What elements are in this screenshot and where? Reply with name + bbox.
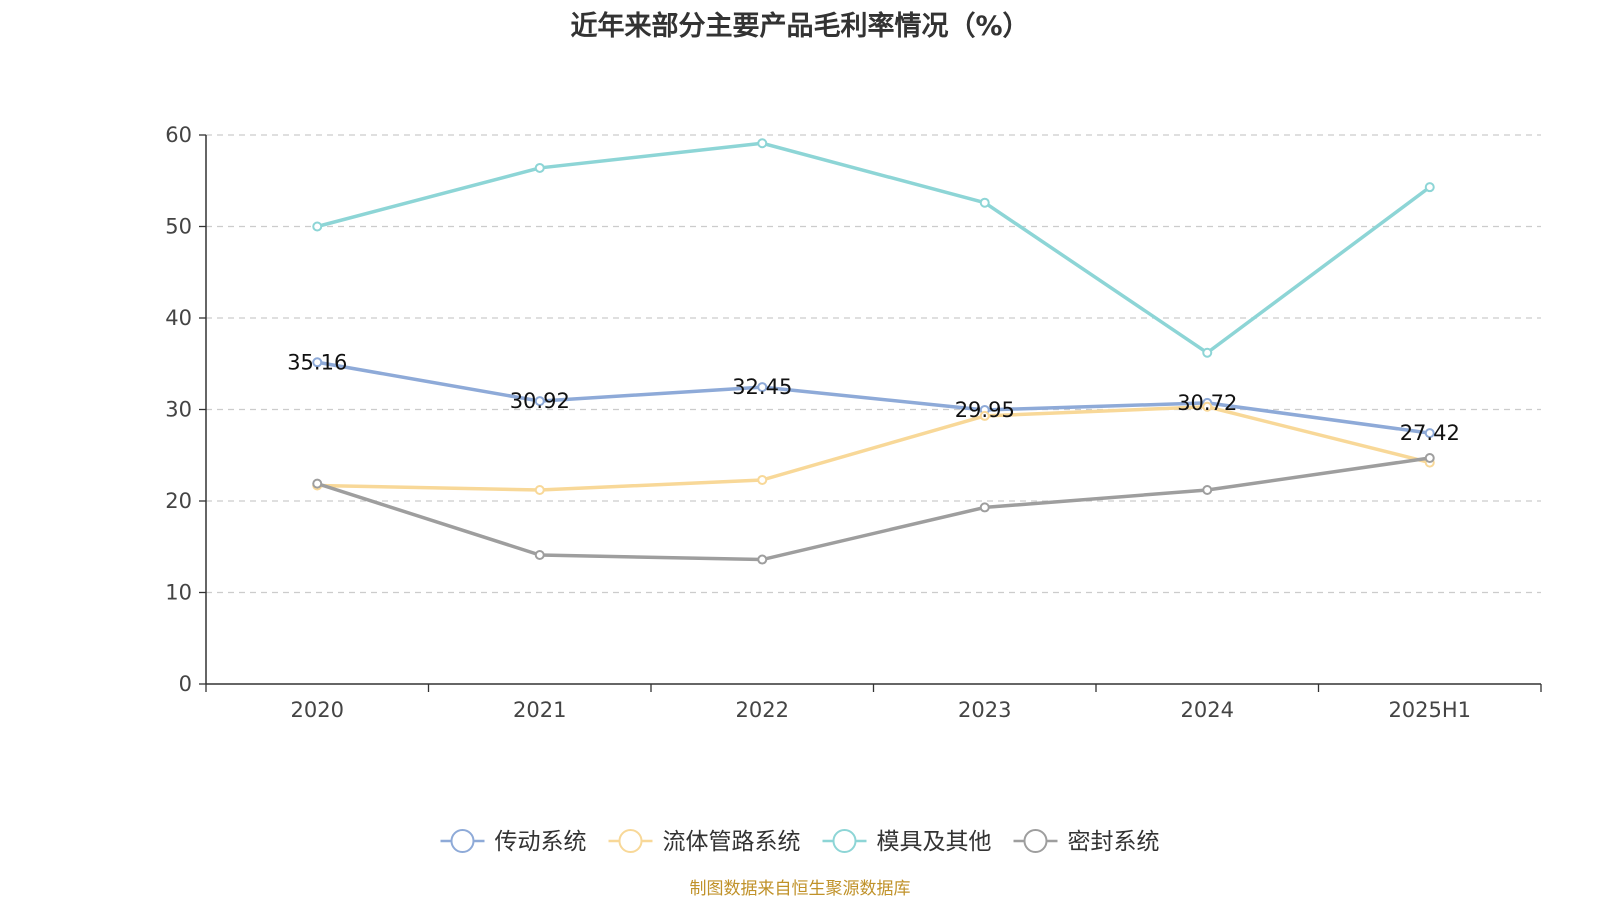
series-line-4 — [316, 456, 1430, 562]
data-point — [312, 478, 323, 489]
data-point — [757, 554, 768, 565]
data-point — [757, 474, 768, 485]
series-line-2 — [317, 405, 1431, 492]
data-label: 27.42 — [1400, 421, 1460, 445]
series-line-3 — [316, 141, 1431, 355]
data-label: 29.95 — [955, 398, 1015, 422]
y-tick-label: 30 — [165, 398, 192, 422]
y-tick-label: 0 — [179, 672, 192, 696]
legend-marker-icon[interactable] — [450, 829, 475, 853]
data-point — [534, 549, 545, 560]
x-tick-label: 2023 — [958, 698, 1011, 722]
legend-label[interactable]: 流体管路系统 — [663, 829, 801, 855]
y-tick-label: 20 — [165, 489, 192, 513]
data-point — [979, 410, 990, 421]
x-tick-label: 2025H1 — [1388, 698, 1471, 722]
chart-title: 近年来部分主要产品毛利率情况（%） — [570, 11, 1030, 42]
data-point — [1424, 428, 1435, 439]
source-note: 制图数据来自恒生聚源数据库 — [689, 879, 911, 899]
data-label: 30.92 — [510, 389, 570, 413]
data-point — [1202, 401, 1213, 412]
y-tick-label: 10 — [165, 581, 192, 605]
data-point — [1202, 485, 1213, 496]
data-point — [979, 197, 990, 208]
data-point — [312, 357, 323, 368]
legend-label[interactable]: 密封系统 — [1068, 829, 1160, 855]
data-point — [1202, 347, 1213, 358]
data-label: 35.16 — [287, 350, 347, 374]
legend-marker-icon[interactable] — [832, 829, 857, 853]
data-point — [534, 162, 545, 173]
x-tick-label: 2022 — [736, 698, 789, 722]
y-tick-label: 50 — [165, 215, 192, 239]
data-point — [534, 485, 545, 496]
data-point — [1424, 452, 1435, 463]
data-label: 30.72 — [1177, 391, 1237, 415]
x-tick-label: 2020 — [291, 698, 344, 722]
x-tick-label: 2024 — [1181, 698, 1234, 722]
legend-marker-icon[interactable] — [618, 829, 643, 853]
x-tick-label: 2021 — [513, 698, 566, 722]
data-point — [757, 382, 768, 393]
y-tick-label: 40 — [165, 306, 192, 330]
series-line-1 — [316, 360, 1430, 435]
legend-label[interactable]: 模具及其他 — [877, 829, 992, 855]
data-label: 32.45 — [732, 375, 792, 399]
data-point — [1424, 182, 1435, 193]
y-tick-label: 60 — [165, 123, 192, 147]
data-point — [757, 138, 768, 149]
data-point — [534, 396, 545, 407]
data-point — [312, 221, 323, 232]
legend-label[interactable]: 传动系统 — [495, 829, 587, 855]
legend-marker-icon[interactable] — [1023, 829, 1048, 853]
data-point — [979, 502, 990, 513]
